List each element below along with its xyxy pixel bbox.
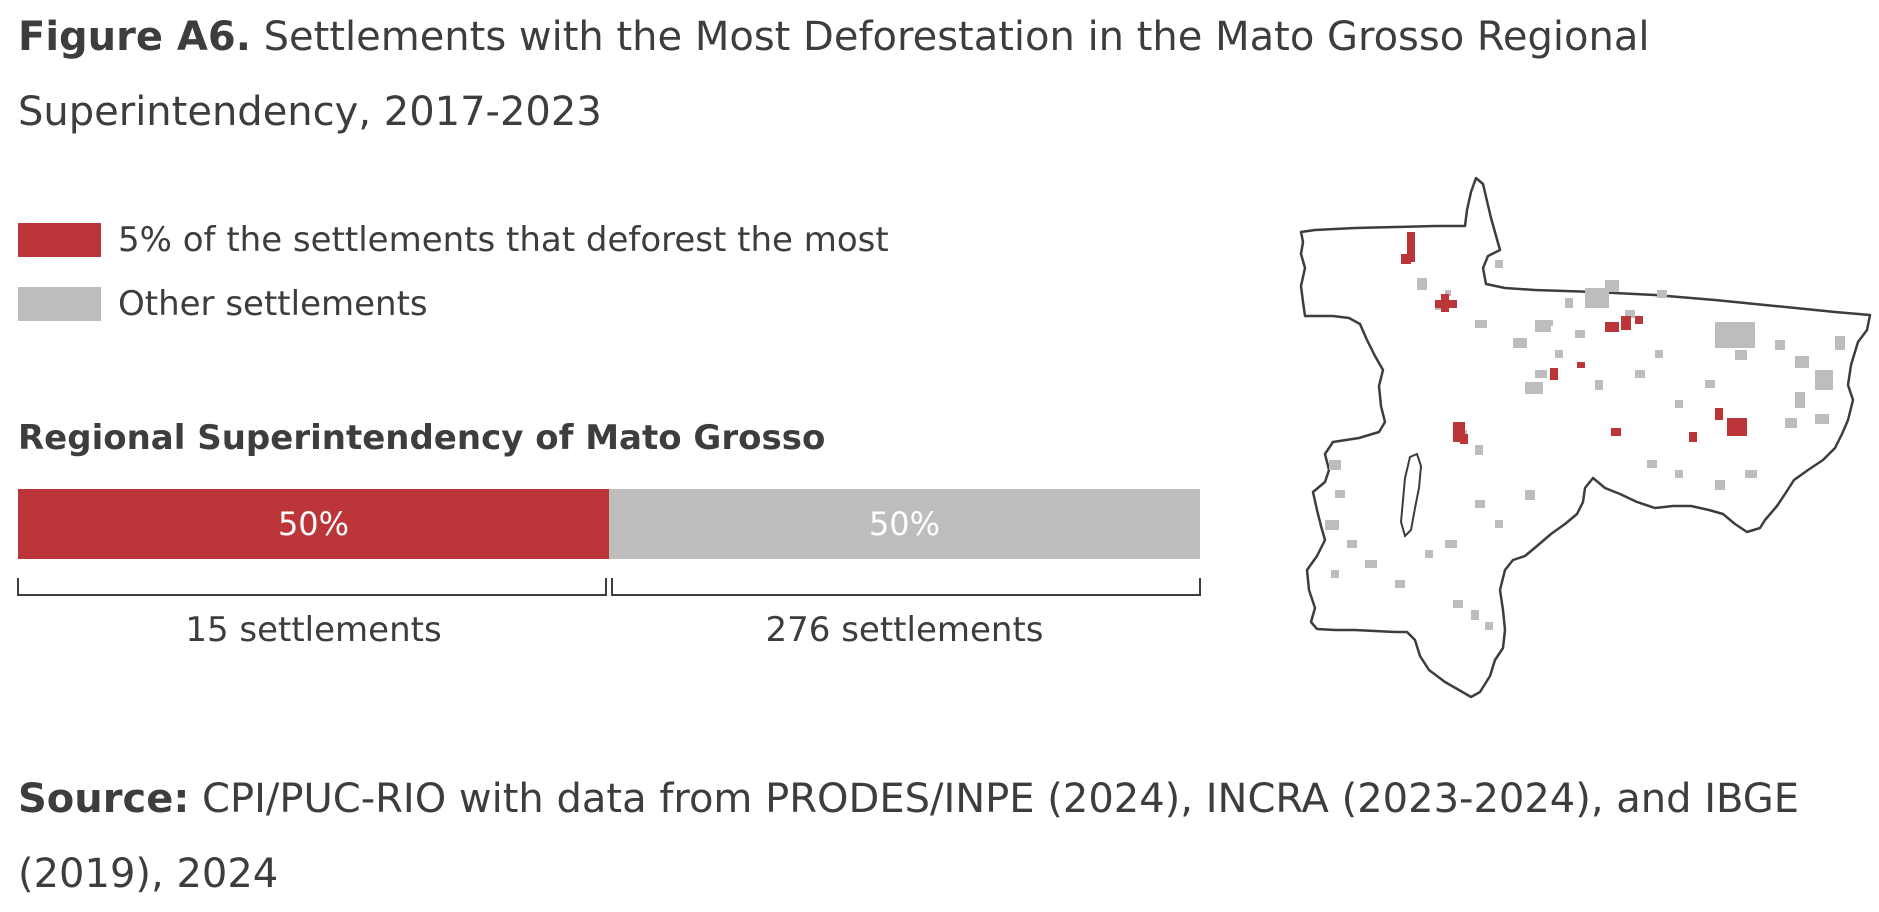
legend-label-other: Other settlements: [118, 284, 428, 324]
legend-item-other: Other settlements: [18, 284, 428, 324]
count-bracket: [611, 578, 1201, 596]
bar-top-settlements: 50%: [18, 489, 609, 559]
count-bracket: [17, 578, 607, 596]
count-label-other: 276 settlements: [765, 610, 1044, 650]
mato-grosso-map: [1299, 176, 1872, 699]
figure-title: Figure A6. Settlements with the Most Def…: [18, 0, 1818, 150]
legend-swatch-other: [18, 287, 101, 321]
chart-title: Regional Superintendency of Mato Grosso: [18, 418, 826, 458]
count-brackets: [17, 578, 1201, 596]
pantanal-lake-outline: [1399, 452, 1423, 538]
source-text: CPI/PUC-RIO with data from PRODES/INPE (…: [18, 776, 1800, 897]
source-label: Source:: [18, 776, 190, 822]
top-settlements: [1401, 232, 1747, 444]
source-note: Source: CPI/PUC-RIO with data from PRODE…: [18, 762, 1858, 912]
figure-label: Figure A6.: [18, 14, 251, 60]
legend-swatch-top: [18, 223, 101, 257]
count-label-top: 15 settlements: [185, 610, 442, 650]
state-outline: [1299, 176, 1872, 699]
bar-other-settlements: 50%: [609, 489, 1200, 559]
other-settlements: [1325, 260, 1845, 630]
legend-item-top: 5% of the settlements that deforest the …: [18, 220, 889, 260]
bar-value-label-other: 50%: [868, 505, 941, 543]
figure-title-text: Settlements with the Most Deforestation …: [18, 14, 1650, 135]
bar-value-label-top: 50%: [277, 505, 350, 543]
legend-label-top: 5% of the settlements that deforest the …: [118, 220, 889, 260]
